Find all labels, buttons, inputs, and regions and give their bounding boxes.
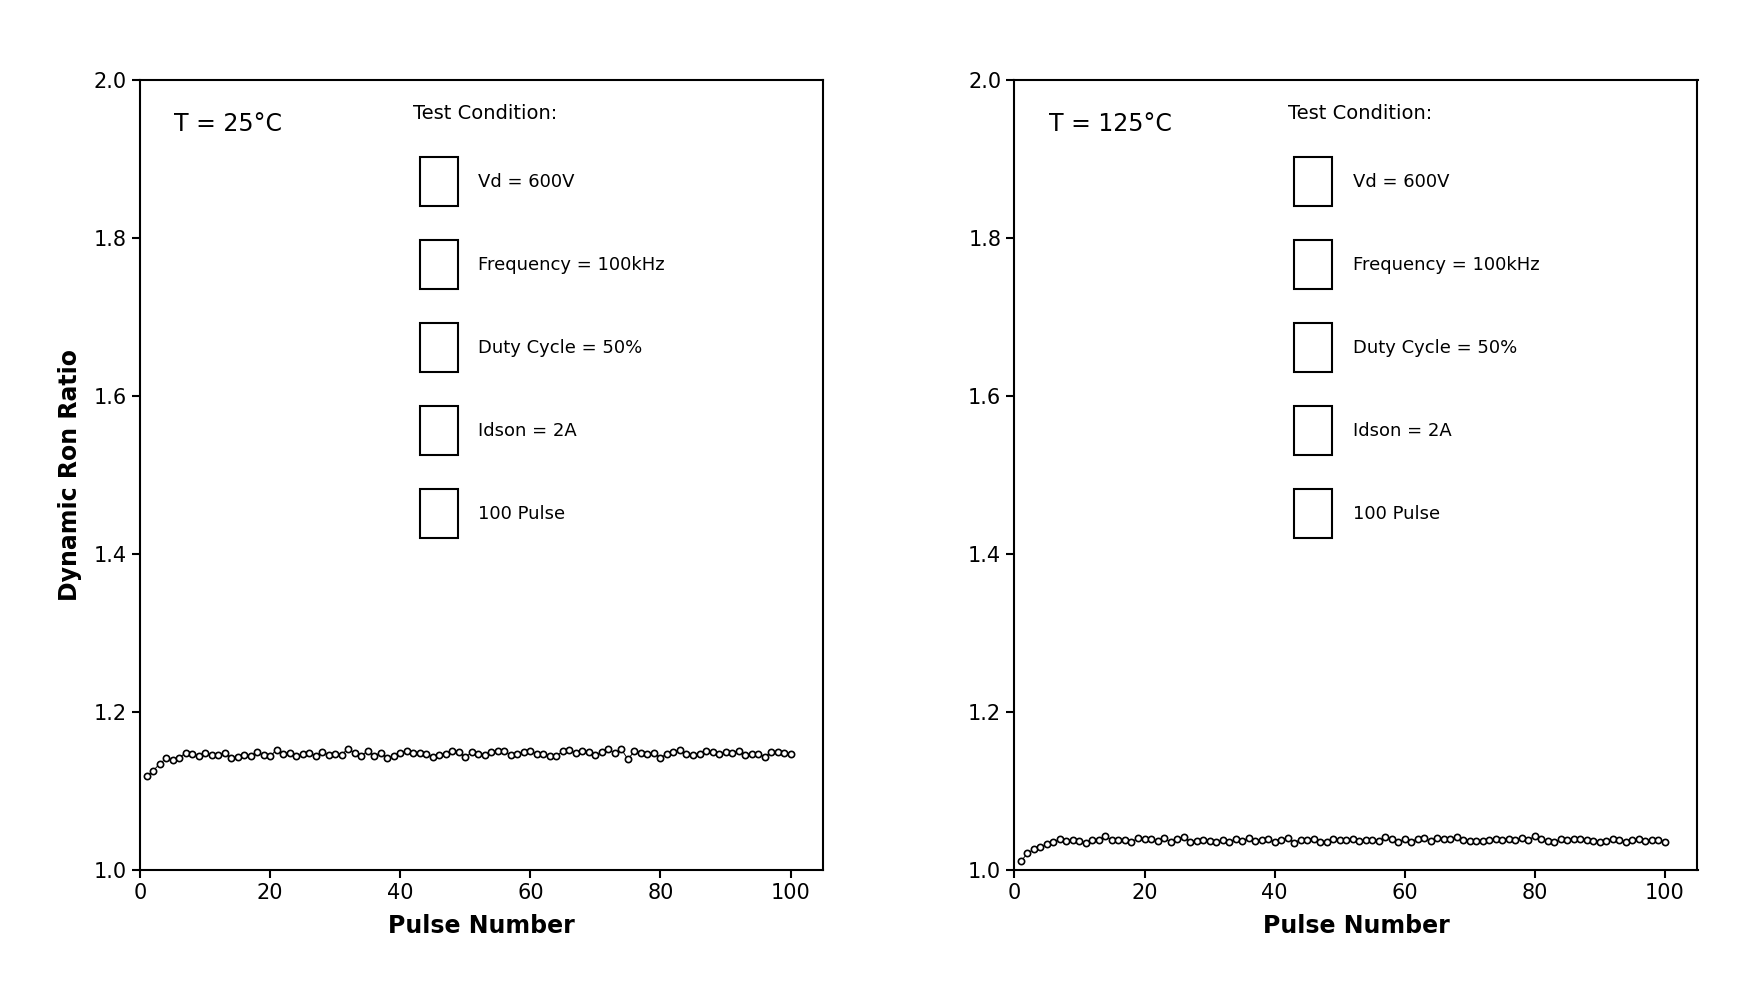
Bar xyxy=(420,157,459,206)
X-axis label: Pulse Number: Pulse Number xyxy=(1262,914,1449,938)
Text: Test Condition:: Test Condition: xyxy=(1288,104,1432,123)
Bar xyxy=(1295,406,1332,455)
Text: T = 25°C: T = 25°C xyxy=(175,112,282,136)
Bar xyxy=(1295,240,1332,289)
Text: Idson = 2A: Idson = 2A xyxy=(1353,422,1451,440)
Bar xyxy=(1295,323,1332,372)
Text: 100 Pulse: 100 Pulse xyxy=(478,505,565,523)
Text: Frequency = 100kHz: Frequency = 100kHz xyxy=(478,256,665,274)
Y-axis label: Dynamic Ron Ratio: Dynamic Ron Ratio xyxy=(58,349,82,601)
Text: 100 Pulse: 100 Pulse xyxy=(1353,505,1440,523)
Text: T = 125°C: T = 125°C xyxy=(1048,112,1171,136)
Text: Vd = 600V: Vd = 600V xyxy=(478,173,574,191)
Bar xyxy=(420,406,459,455)
Bar xyxy=(420,489,459,538)
Text: Duty Cycle = 50%: Duty Cycle = 50% xyxy=(1353,339,1517,357)
Bar xyxy=(1295,489,1332,538)
Text: Duty Cycle = 50%: Duty Cycle = 50% xyxy=(478,339,642,357)
Text: Test Condition:: Test Condition: xyxy=(413,104,558,123)
Bar xyxy=(420,240,459,289)
Text: Vd = 600V: Vd = 600V xyxy=(1353,173,1449,191)
X-axis label: Pulse Number: Pulse Number xyxy=(388,914,576,938)
Bar xyxy=(420,323,459,372)
Text: Frequency = 100kHz: Frequency = 100kHz xyxy=(1353,256,1540,274)
Bar xyxy=(1295,157,1332,206)
Text: Idson = 2A: Idson = 2A xyxy=(478,422,578,440)
